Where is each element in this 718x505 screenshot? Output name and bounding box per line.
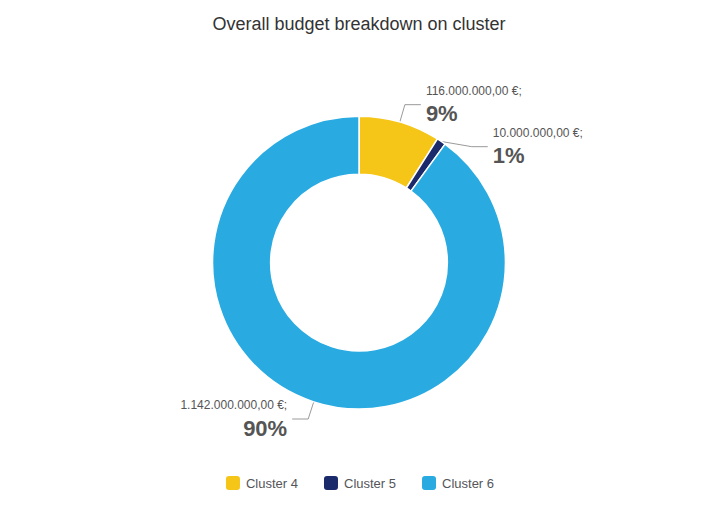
svg-text:Overall budget breakdown on cl: Overall budget breakdown on cluster [212,14,505,34]
svg-text:Cluster 6: Cluster 6 [442,476,494,491]
svg-text:9%: 9% [426,101,458,126]
svg-text:116.000.000,00 €;: 116.000.000,00 €; [426,84,522,98]
svg-text:1.142.000.000,00 €;: 1.142.000.000,00 €; [180,398,287,412]
svg-text:10.000.000,00 €;: 10.000.000,00 €; [493,126,583,140]
svg-text:90%: 90% [243,416,287,441]
svg-text:1%: 1% [493,143,525,168]
svg-text:Cluster 5: Cluster 5 [344,476,396,491]
svg-text:Cluster 4: Cluster 4 [246,476,298,491]
